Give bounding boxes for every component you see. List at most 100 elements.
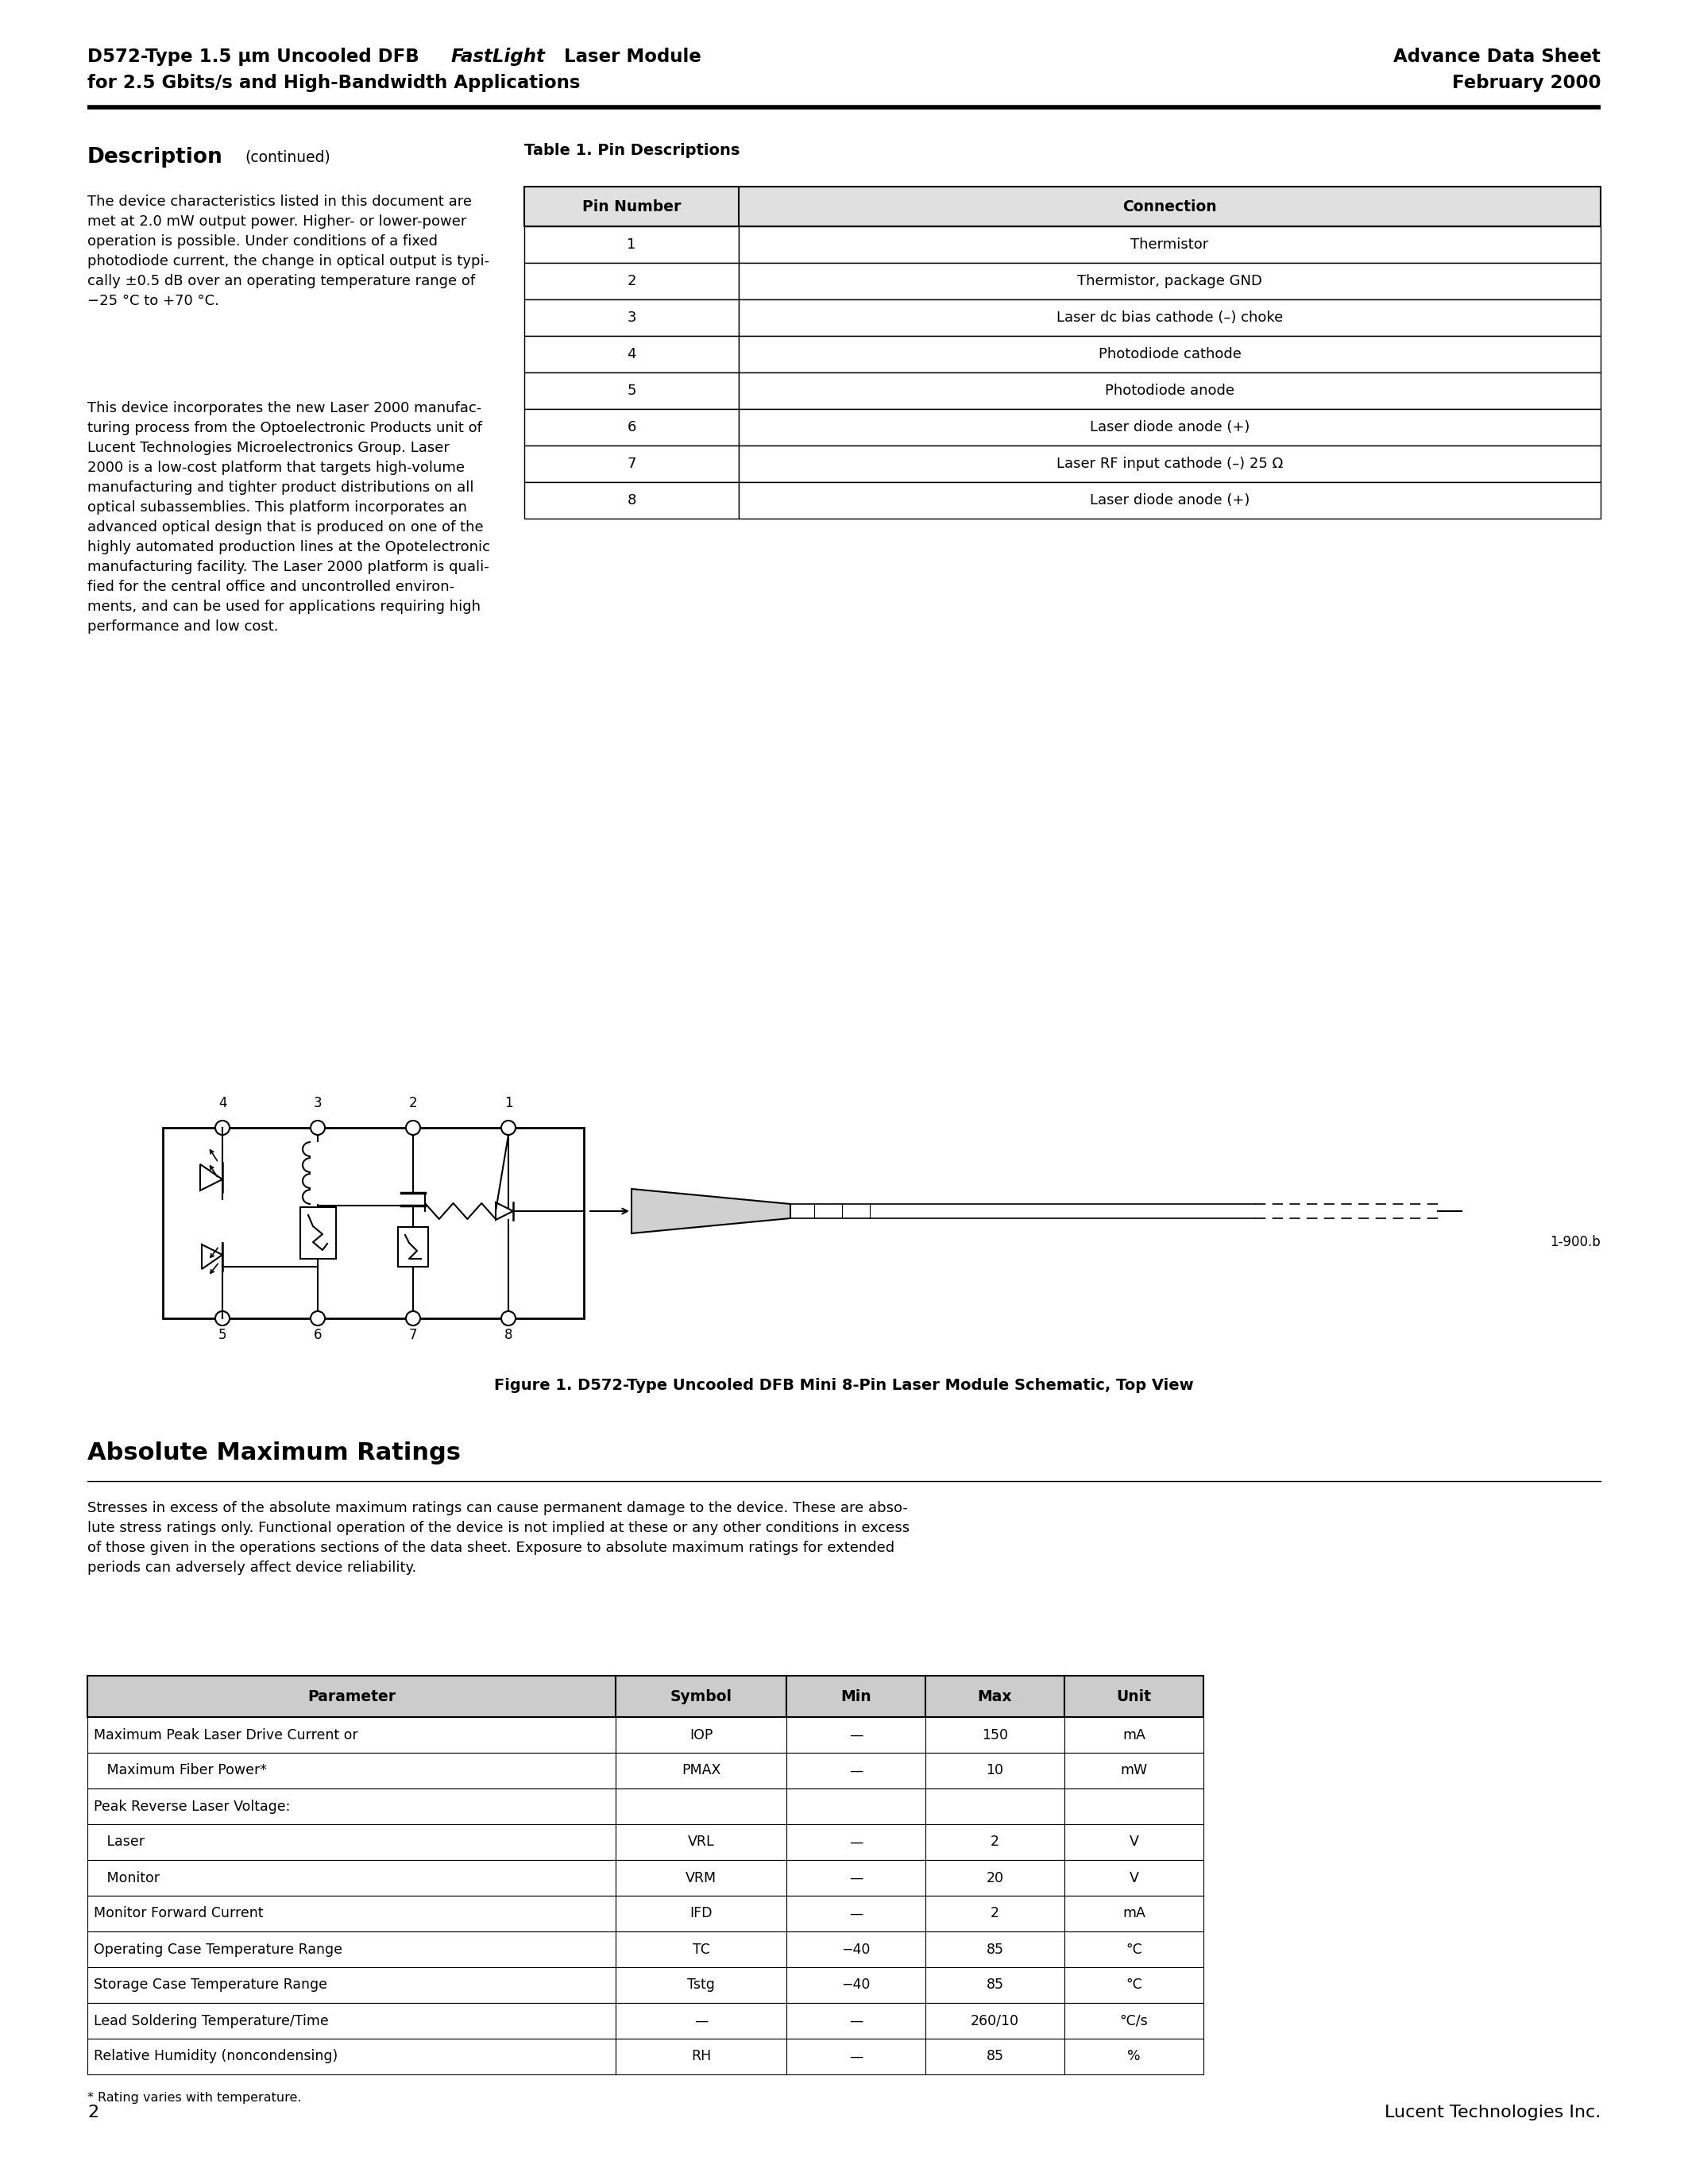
Bar [787, 1717, 925, 1754]
Text: This device incorporates the new Laser 2000 manufac-
turing process from the Opt: This device incorporates the new Laser 2… [88, 402, 490, 633]
Text: 8: 8 [626, 494, 636, 507]
Text: Thermistor, package GND: Thermistor, package GND [1077, 273, 1263, 288]
Bar [88, 1896, 616, 1931]
Text: RH: RH [690, 2049, 711, 2064]
Bar [88, 1675, 616, 1717]
Text: V: V [1129, 1872, 1139, 1885]
Bar [739, 336, 1600, 373]
Bar [1065, 1968, 1204, 2003]
Text: 2: 2 [991, 1835, 999, 1850]
Text: —: — [849, 1762, 863, 1778]
Bar [925, 2038, 1065, 2075]
Bar [787, 1675, 925, 1717]
Circle shape [216, 1310, 230, 1326]
Bar [925, 1675, 1065, 1717]
Bar [925, 1861, 1065, 1896]
Text: 5: 5 [218, 1328, 226, 1343]
Text: Storage Case Temperature Range: Storage Case Temperature Range [95, 1979, 327, 1992]
Text: mW: mW [1121, 1762, 1148, 1778]
Text: −40: −40 [841, 1979, 871, 1992]
Text: —: — [849, 2049, 863, 2064]
Bar [616, 1789, 787, 1824]
Polygon shape [631, 1188, 790, 1234]
Text: °C: °C [1126, 1979, 1143, 1992]
Bar [88, 1754, 616, 1789]
Text: Laser diode anode (+): Laser diode anode (+) [1090, 494, 1249, 507]
Text: Parameter: Parameter [307, 1688, 395, 1704]
Text: —: — [849, 1835, 863, 1850]
Bar [787, 1789, 925, 1824]
Bar [398, 1227, 429, 1267]
Text: %: % [1128, 2049, 1141, 2064]
Bar [925, 1931, 1065, 1968]
Text: 5: 5 [626, 384, 636, 397]
Bar [525, 299, 739, 336]
Bar [525, 408, 739, 446]
Circle shape [405, 1310, 420, 1326]
Bar [88, 1824, 616, 1861]
Text: Absolute Maximum Ratings: Absolute Maximum Ratings [88, 1441, 461, 1465]
Text: Advance Data Sheet: Advance Data Sheet [1393, 48, 1600, 66]
Text: D572-Type 1.5 μm Uncooled DFB: D572-Type 1.5 μm Uncooled DFB [88, 48, 425, 66]
Bar [525, 227, 739, 262]
Bar [616, 1717, 787, 1754]
Bar [925, 2003, 1065, 2038]
Bar [1065, 1789, 1204, 1824]
Bar [88, 2038, 616, 2075]
Bar [1065, 2003, 1204, 2038]
Text: 10: 10 [986, 1762, 1004, 1778]
Text: 150: 150 [982, 1728, 1008, 1743]
Text: Lucent Technologies Inc.: Lucent Technologies Inc. [1384, 2105, 1600, 2121]
Text: 4: 4 [626, 347, 636, 360]
Bar [616, 1824, 787, 1861]
Bar [616, 1754, 787, 1789]
Bar [616, 1861, 787, 1896]
Text: 260/10: 260/10 [971, 2014, 1020, 2029]
Text: FastLight: FastLight [451, 48, 545, 66]
Bar [925, 1754, 1065, 1789]
Bar [1065, 1861, 1204, 1896]
Bar [525, 483, 739, 518]
Bar [739, 227, 1600, 262]
Bar [88, 1789, 616, 1824]
Bar [739, 446, 1600, 483]
Text: Description: Description [88, 146, 223, 168]
Text: 1-900.b: 1-900.b [1550, 1234, 1600, 1249]
Text: 2: 2 [408, 1096, 417, 1109]
Bar [787, 2038, 925, 2075]
Text: Min: Min [841, 1688, 871, 1704]
Text: 8: 8 [505, 1328, 513, 1343]
Text: 4: 4 [218, 1096, 226, 1109]
Text: VRM: VRM [685, 1872, 716, 1885]
Text: Laser RF input cathode (–) 25 Ω: Laser RF input cathode (–) 25 Ω [1057, 456, 1283, 472]
Bar [525, 373, 739, 408]
Bar [525, 336, 739, 373]
Bar [88, 1931, 616, 1968]
Text: Connection: Connection [1123, 199, 1217, 214]
Bar [1065, 1717, 1204, 1754]
Bar [787, 1896, 925, 1931]
Bar [88, 2003, 616, 2038]
Text: PMAX: PMAX [682, 1762, 721, 1778]
Text: °C/s: °C/s [1119, 2014, 1148, 2029]
Bar [525, 186, 1600, 227]
Text: Photodiode anode: Photodiode anode [1106, 384, 1234, 397]
Bar [616, 1931, 787, 1968]
Bar [787, 1861, 925, 1896]
Text: Operating Case Temperature Range: Operating Case Temperature Range [95, 1942, 343, 1957]
Bar [787, 2003, 925, 2038]
Text: 7: 7 [626, 456, 636, 472]
Text: 3: 3 [314, 1096, 322, 1109]
Bar [1065, 1931, 1204, 1968]
Text: (continued): (continued) [245, 149, 331, 164]
Text: Pin Number: Pin Number [582, 199, 680, 214]
Bar [1065, 1896, 1204, 1931]
Bar [1065, 1675, 1204, 1717]
Text: 1: 1 [626, 238, 636, 251]
Text: Unit: Unit [1116, 1688, 1151, 1704]
Text: Laser dc bias cathode (–) choke: Laser dc bias cathode (–) choke [1057, 310, 1283, 325]
Bar [616, 2038, 787, 2075]
Text: 2: 2 [88, 2105, 98, 2121]
Text: 6: 6 [314, 1328, 322, 1343]
Text: Thermistor: Thermistor [1131, 238, 1209, 251]
